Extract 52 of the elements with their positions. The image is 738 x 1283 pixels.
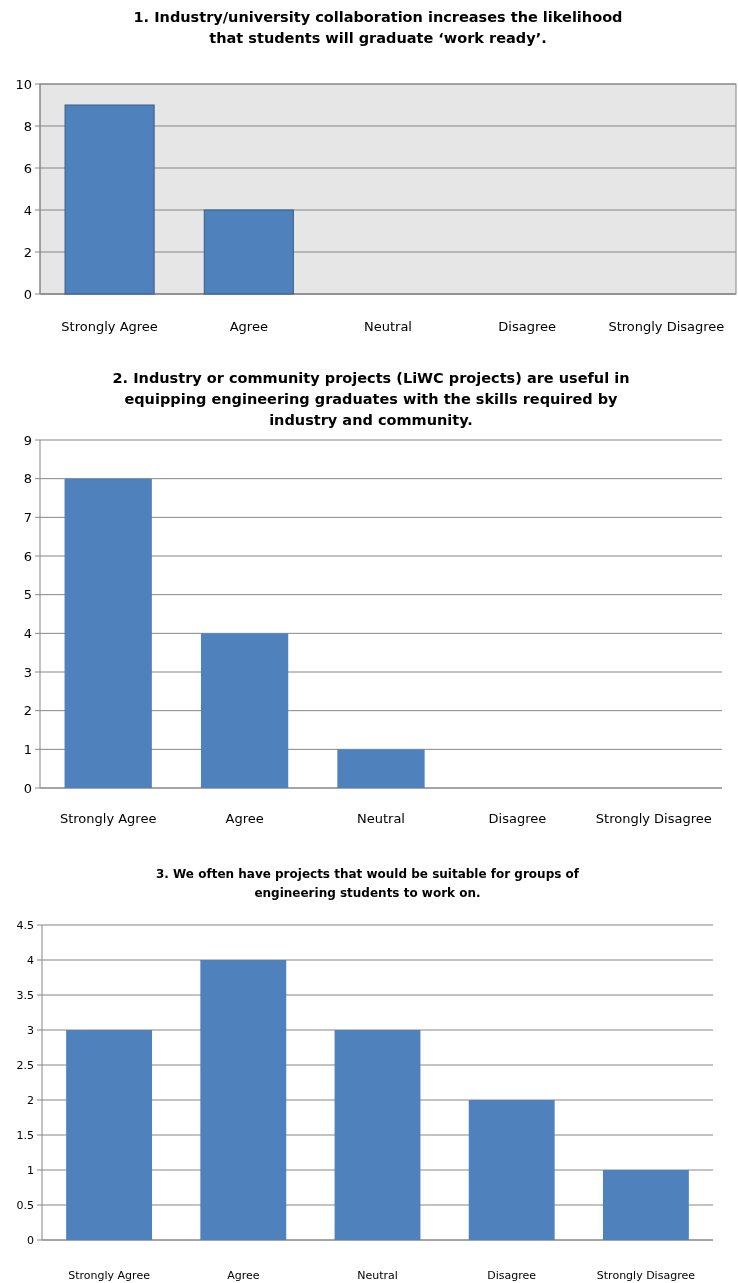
- y-tick-label: 0: [27, 1233, 34, 1247]
- y-tick-label: 3: [23, 664, 32, 680]
- bar: [334, 1030, 421, 1240]
- x-tick-label: Disagree: [498, 319, 557, 334]
- y-tick-label: 0: [23, 780, 32, 796]
- x-tick-label: Strongly Agree: [59, 811, 157, 826]
- y-tick-label: 8: [23, 471, 32, 487]
- bar: [200, 960, 287, 1240]
- x-tick-label: Strongly Agree: [68, 1269, 151, 1282]
- y-tick-label: 5: [23, 587, 32, 603]
- y-tick-label: 4: [27, 953, 34, 967]
- bar: [64, 478, 152, 788]
- x-tick-label: Disagree: [487, 1269, 537, 1282]
- y-tick-label: 2.5: [16, 1058, 34, 1072]
- y-tick-label: 6: [23, 548, 32, 564]
- x-tick-label: Neutral: [357, 811, 405, 826]
- chart-title: 1. Industry/university collaboration increases the likelihood that students will graduate ‘work ready’.: [133, 9, 623, 46]
- y-tick-label: 0: [23, 286, 32, 302]
- y-tick-label: 4.5: [16, 918, 34, 932]
- y-tick-label: 3.5: [16, 988, 34, 1002]
- bar: [337, 749, 425, 788]
- y-tick-label: 1: [23, 741, 32, 757]
- y-tick-label: 10: [15, 76, 32, 92]
- y-tick-label: 6: [23, 160, 32, 176]
- y-tick-label: 1.5: [16, 1128, 34, 1142]
- y-tick-label: 9: [23, 432, 32, 448]
- bar: [602, 1170, 689, 1240]
- y-tick-label: 4: [23, 625, 32, 641]
- x-tick-label: Strongly Disagree: [608, 319, 725, 334]
- x-tick-label: Strongly Disagree: [595, 811, 712, 826]
- y-tick-label: 3: [27, 1023, 34, 1037]
- x-tick-label: Agree: [229, 319, 268, 334]
- x-tick-label: Agree: [225, 811, 264, 826]
- y-tick-label: 0.5: [16, 1198, 34, 1212]
- y-tick-label: 4: [23, 202, 32, 218]
- chart-title: 2. Industry or community projects (LiWC projects) are useful in equipping engineering graduates with the skills required by industry and community.: [112, 370, 630, 428]
- x-tick-label: Neutral: [357, 1269, 398, 1282]
- y-tick-label: 2: [27, 1093, 34, 1107]
- y-tick-label: 2: [23, 703, 32, 719]
- y-tick-label: 1: [27, 1163, 34, 1177]
- chart-title: 3. We often have projects that would be suitable for groups of engineering students to work on.: [155, 867, 580, 900]
- bar: [66, 1030, 153, 1240]
- x-tick-label: Strongly Disagree: [596, 1269, 696, 1282]
- x-tick-label: Strongly Agree: [61, 319, 158, 334]
- x-tick-label: Neutral: [364, 319, 412, 334]
- y-tick-label: 7: [23, 509, 32, 525]
- x-tick-label: Agree: [227, 1269, 260, 1282]
- y-tick-label: 8: [23, 118, 32, 134]
- bar: [468, 1100, 555, 1240]
- y-tick-label: 2: [23, 244, 32, 260]
- bar: [200, 633, 289, 788]
- x-tick-label: Disagree: [488, 811, 547, 826]
